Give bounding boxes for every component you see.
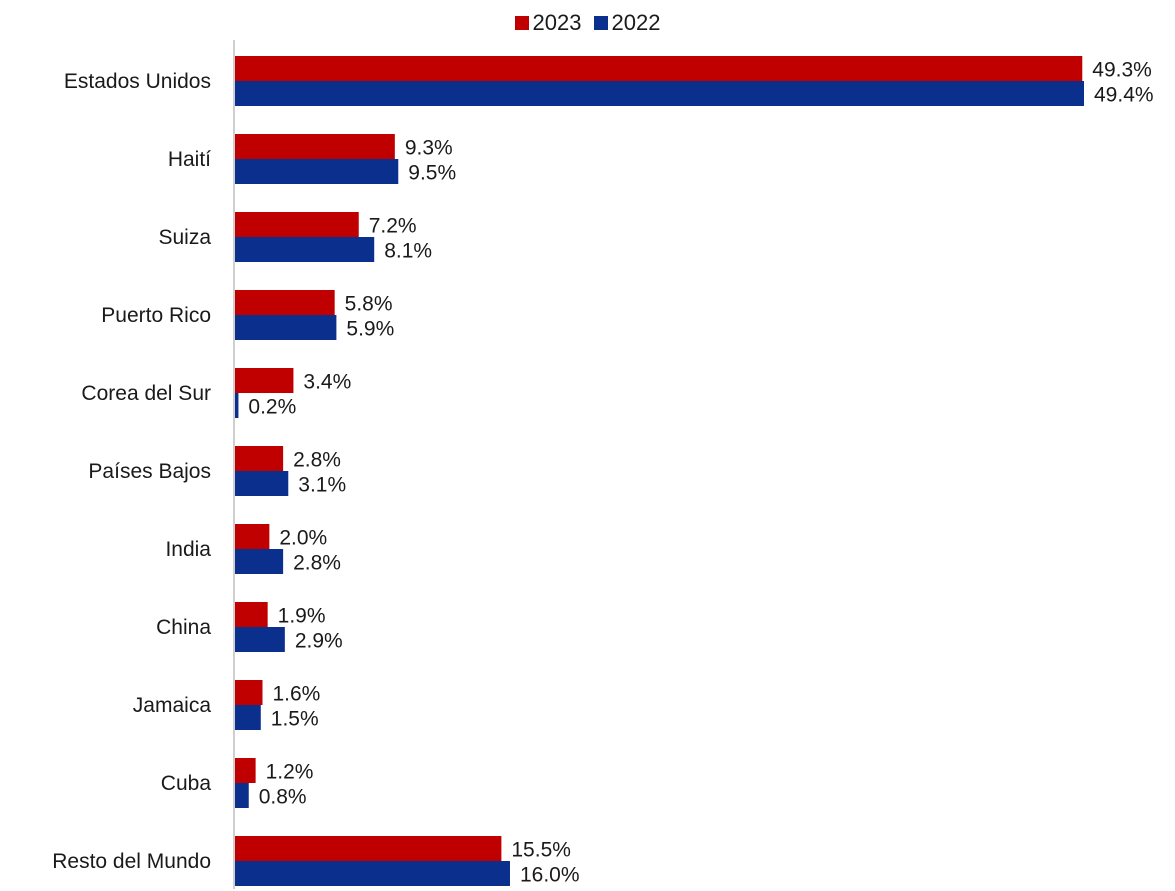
category-label-haiti: Haití [168,148,211,171]
legend-swatch-2022 [593,16,608,30]
chart-legend: 2023 2022 [0,8,1175,38]
category-label-paises-bajos: Países Bajos [88,460,211,483]
bar-2023-cuba [235,758,256,783]
data-label-2023-jamaica: 1.6% [272,683,320,706]
data-label-2023-paises-bajos: 2.8% [293,449,341,472]
data-label-2022-puerto-rico: 5.9% [346,318,394,341]
bar-2022-suiza [235,237,375,262]
data-label-2023-corea-del-sur: 3.4% [303,371,351,394]
bar-2023-haiti [235,134,395,159]
data-label-2022-paises-bajos: 3.1% [298,474,346,497]
category-label-resto-del-mundo: Resto del Mundo [52,850,211,873]
bar-2022-corea-del-sur [235,393,239,418]
bar-2022-puerto-rico [235,315,337,340]
bar-2022-cuba [235,783,249,808]
category-label-suiza: Suiza [158,226,211,249]
bar-2022-haiti [235,159,399,184]
data-label-2022-suiza: 8.1% [384,240,432,263]
legend-item-2022: 2022 [593,10,661,36]
bar-2023-corea-del-sur [235,368,294,393]
category-label-jamaica: Jamaica [133,694,212,717]
data-label-2022-jamaica: 1.5% [271,708,319,731]
data-label-2023-cuba: 1.2% [266,761,314,784]
data-label-2022-india: 2.8% [293,552,341,575]
bar-2023-puerto-rico [235,290,335,315]
data-label-2023-india: 2.0% [279,527,327,550]
data-label-2022-cuba: 0.8% [259,786,307,809]
legend-item-2023: 2023 [514,10,582,36]
data-label-2022-resto-del-mundo: 16.0% [520,864,580,887]
bar-2023-suiza [235,212,359,237]
category-label-cuba: Cuba [161,772,212,795]
bar-2023-jamaica [235,680,263,705]
data-label-2023-china: 1.9% [278,605,326,628]
category-label-puerto-rico: Puerto Rico [101,304,211,327]
bar-2022-estados-unidos [235,81,1084,106]
data-label-2023-resto-del-mundo: 15.5% [511,839,571,862]
data-label-2023-suiza: 7.2% [369,215,417,238]
category-label-corea-del-sur: Corea del Sur [81,382,211,405]
bar-2022-india [235,549,284,574]
bar-2022-resto-del-mundo [235,861,510,886]
data-label-2022-corea-del-sur: 0.2% [248,396,296,419]
data-label-2023-haiti: 9.3% [405,137,453,160]
category-label-estados-unidos: Estados Unidos [64,70,211,93]
legend-swatch-2023 [514,16,529,30]
category-label-india: India [165,538,211,561]
data-label-2023-puerto-rico: 5.8% [345,293,393,316]
bar-2023-estados-unidos [235,56,1083,81]
bar-2022-china [235,627,285,652]
bar-2022-paises-bajos [235,471,289,496]
bar-2022-jamaica [235,705,261,730]
category-label-china: China [156,616,211,639]
bar-2023-paises-bajos [235,446,284,471]
legend-label-2023: 2023 [532,10,582,35]
data-label-2022-haiti: 9.5% [408,162,456,185]
data-label-2022-china: 2.9% [295,630,343,653]
data-label-2022-estados-unidos: 49.4% [1094,84,1154,107]
data-label-2023-estados-unidos: 49.3% [1092,59,1152,82]
bar-2023-resto-del-mundo [235,836,502,861]
bar-2023-india [235,524,270,549]
legend-label-2022: 2022 [611,10,661,35]
bar-2023-china [235,602,268,627]
